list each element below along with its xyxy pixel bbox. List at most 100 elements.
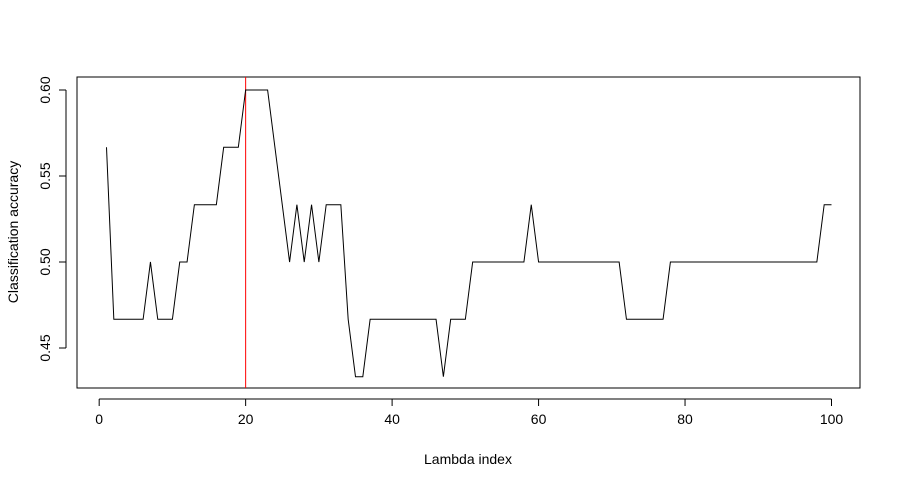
data-point — [538, 262, 539, 263]
x-tick-label: 100 — [820, 411, 844, 427]
data-point — [465, 319, 466, 320]
y-tick-label: 0.45 — [37, 334, 53, 361]
data-point — [326, 204, 327, 205]
data-point — [670, 262, 671, 263]
series-points — [106, 90, 832, 378]
data-point — [135, 319, 136, 320]
data-point — [362, 376, 363, 377]
data-point — [597, 262, 598, 263]
data-point — [750, 262, 751, 263]
y-axis-label: Classification accuracy — [5, 161, 21, 303]
data-point — [816, 262, 817, 263]
data-point — [553, 262, 554, 263]
data-point — [333, 204, 334, 205]
data-point — [728, 262, 729, 263]
data-point — [677, 262, 678, 263]
data-point — [392, 319, 393, 320]
data-point — [611, 262, 612, 263]
data-point — [209, 204, 210, 205]
data-point — [831, 204, 832, 205]
data-point — [106, 147, 107, 148]
data-point — [450, 319, 451, 320]
data-point — [216, 204, 217, 205]
data-point — [780, 262, 781, 263]
data-point — [809, 262, 810, 263]
data-point — [172, 319, 173, 320]
data-point — [165, 319, 166, 320]
data-point — [531, 204, 532, 205]
data-point — [282, 204, 283, 205]
data-point — [516, 262, 517, 263]
data-point — [399, 319, 400, 320]
data-point — [252, 90, 253, 91]
data-point — [377, 319, 378, 320]
data-point — [436, 319, 437, 320]
data-point — [274, 147, 275, 148]
data-point — [370, 319, 371, 320]
data-point — [626, 319, 627, 320]
data-point — [714, 262, 715, 263]
data-point — [289, 262, 290, 263]
data-point — [150, 262, 151, 263]
data-point — [201, 204, 202, 205]
data-point — [560, 262, 561, 263]
data-point — [121, 319, 122, 320]
data-point — [443, 376, 444, 377]
data-point — [619, 262, 620, 263]
accuracy-series-line — [106, 89, 832, 378]
plot-box — [76, 76, 861, 389]
data-point — [479, 262, 480, 263]
data-point — [494, 262, 495, 263]
data-point — [509, 262, 510, 263]
data-point — [128, 319, 129, 320]
data-point — [113, 319, 114, 320]
data-point — [523, 262, 524, 263]
x-tick-label: 20 — [238, 411, 254, 427]
data-point — [699, 262, 700, 263]
data-point — [157, 319, 158, 320]
data-point — [311, 204, 312, 205]
data-point — [406, 319, 407, 320]
data-point — [245, 90, 246, 91]
data-point — [238, 147, 239, 148]
data-point — [348, 319, 349, 320]
data-point — [458, 319, 459, 320]
data-point — [663, 319, 664, 320]
data-point — [296, 204, 297, 205]
y-axis: 0.45 0.50 0.55 0.60 — [37, 76, 67, 362]
data-point — [179, 262, 180, 263]
y-tick-label: 0.50 — [37, 248, 53, 275]
y-tick-label: 0.55 — [37, 162, 53, 189]
x-tick-label: 40 — [384, 411, 400, 427]
data-point — [487, 262, 488, 263]
data-point — [428, 319, 429, 320]
data-point — [384, 319, 385, 320]
data-point — [421, 319, 422, 320]
data-point — [787, 262, 788, 263]
x-axis: 0 20 40 60 80 100 — [95, 398, 844, 427]
x-tick-label: 0 — [95, 411, 103, 427]
x-tick-label: 80 — [677, 411, 693, 427]
y-tick-label: 0.60 — [37, 76, 53, 103]
data-point — [545, 262, 546, 263]
x-axis-label: Lambda index — [424, 451, 512, 467]
data-point — [567, 262, 568, 263]
data-point — [187, 262, 188, 263]
data-point — [355, 376, 356, 377]
data-point — [194, 204, 195, 205]
data-point — [641, 319, 642, 320]
data-point — [501, 262, 502, 263]
data-point — [824, 204, 825, 205]
data-point — [260, 90, 261, 91]
data-point — [765, 262, 766, 263]
data-point — [604, 262, 605, 263]
data-point — [707, 262, 708, 263]
data-point — [721, 262, 722, 263]
data-point — [340, 204, 341, 205]
data-point — [589, 262, 590, 263]
data-point — [575, 262, 576, 263]
x-tick-label: 60 — [531, 411, 547, 427]
data-point — [267, 90, 268, 91]
data-point — [692, 262, 693, 263]
